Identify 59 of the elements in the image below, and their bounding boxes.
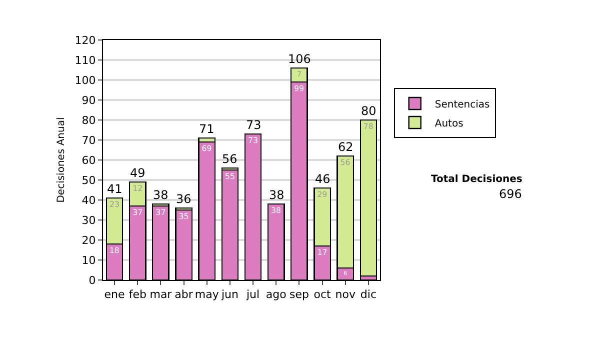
data-label: 38 bbox=[271, 206, 282, 216]
total-label: 106 bbox=[288, 52, 311, 66]
data-label: 69 bbox=[202, 144, 212, 154]
x-tick-label: ene bbox=[104, 288, 126, 302]
x-tick-label: abr bbox=[174, 288, 194, 302]
y-tick-label: 50 bbox=[82, 174, 96, 187]
y-tick-label: 60 bbox=[82, 154, 96, 167]
text: Total Decisiones bbox=[431, 174, 522, 185]
total-label: 56 bbox=[222, 152, 238, 166]
x-tick-label: feb bbox=[128, 288, 146, 302]
data-label: 73 bbox=[248, 136, 258, 146]
y-tick-label: 10 bbox=[82, 254, 96, 267]
total-label: 38 bbox=[153, 188, 168, 202]
x-tick-label: jun bbox=[220, 288, 238, 302]
x-tick-label: jul bbox=[245, 288, 260, 302]
x-tick-label: oct bbox=[314, 288, 332, 302]
y-tick-label: 120 bbox=[74, 34, 96, 47]
text: 696 bbox=[499, 187, 522, 201]
data-label: 56 bbox=[340, 158, 350, 168]
data-label: 37 bbox=[132, 208, 143, 218]
legend-label: Autos bbox=[434, 118, 464, 130]
bar bbox=[360, 119, 378, 277]
y-tick-label: 100 bbox=[74, 74, 96, 87]
total-label: 49 bbox=[130, 166, 146, 180]
y-tick-label: 70 bbox=[82, 134, 96, 147]
data-label: 12 bbox=[132, 184, 143, 194]
y-tick-label: 0 bbox=[88, 274, 96, 287]
y-tick-label: 90 bbox=[82, 94, 96, 107]
total-label: 62 bbox=[338, 140, 354, 154]
y-tick-label: 110 bbox=[74, 54, 96, 67]
legend-label: Sentencias bbox=[434, 99, 490, 110]
total-label: 36 bbox=[176, 192, 192, 206]
x-tick-label: may bbox=[194, 288, 220, 302]
x-tick-label: sep bbox=[289, 288, 309, 302]
data-label: 99 bbox=[294, 84, 304, 94]
data-label: 35 bbox=[178, 212, 189, 222]
total-label: 71 bbox=[199, 122, 214, 136]
total-label: 38 bbox=[269, 188, 284, 202]
total-label: 46 bbox=[315, 172, 330, 186]
data-label: 23 bbox=[109, 200, 120, 210]
data-label: 29 bbox=[317, 190, 328, 200]
total-label: 73 bbox=[246, 118, 262, 132]
x-tick-label: mar bbox=[150, 288, 172, 302]
data-label: 18 bbox=[109, 246, 120, 256]
y-tick-label: 20 bbox=[82, 234, 96, 247]
y-tick-label: 40 bbox=[82, 194, 96, 207]
total-label: 41 bbox=[107, 182, 122, 196]
y-tick-label: 80 bbox=[82, 114, 96, 127]
y-tick-label: 30 bbox=[82, 214, 96, 227]
total-label: 80 bbox=[361, 104, 376, 118]
x-tick-label: nov bbox=[335, 288, 356, 302]
data-label: 55 bbox=[224, 172, 236, 182]
data-label: 17 bbox=[317, 248, 328, 258]
data-label: 7 bbox=[296, 70, 302, 79]
y-axis-title: Decisiones Anual bbox=[56, 117, 67, 203]
data-label: 37 bbox=[156, 208, 166, 218]
x-tick-label: dic bbox=[360, 288, 377, 302]
data-label: 78 bbox=[363, 122, 374, 132]
x-tick-label: ago bbox=[266, 288, 287, 302]
